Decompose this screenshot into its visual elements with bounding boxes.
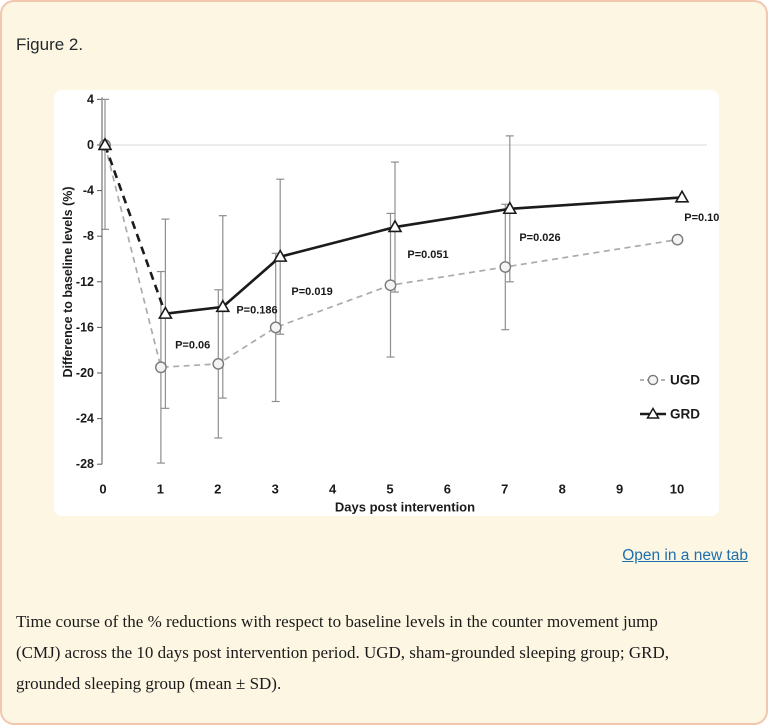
y-tick-label: 0 — [87, 138, 94, 152]
ugd-marker — [155, 361, 167, 374]
x-tick-label: 7 — [501, 482, 508, 497]
x-axis-title: Days post intervention — [335, 500, 475, 515]
x-tick-label: 6 — [444, 482, 451, 497]
ugd-line — [104, 144, 678, 369]
legend-grd-marker — [646, 407, 660, 419]
y-axis-title: Difference to baseline levels (%) — [61, 186, 75, 377]
y-tick-label: -4 — [83, 184, 94, 198]
grd-marker — [158, 305, 173, 319]
figure-panel: 4 0 -4 -8 -12 -16 -20 -24 -28 0 1 2 3 4 5 6 7 8 9 10 Days po… — [54, 90, 719, 516]
link-row: Open in a new tab — [2, 547, 748, 565]
x-tick-label: 0 — [99, 482, 106, 497]
ugd-marker — [269, 321, 282, 334]
x-tick-label: 2 — [214, 482, 221, 497]
x-tick-label: 10 — [670, 482, 684, 497]
x-tick-label: 9 — [616, 482, 623, 497]
grd-marker — [387, 219, 403, 233]
x-tick-label: 4 — [329, 482, 337, 497]
grd-marker — [674, 189, 690, 203]
ugd-marker — [499, 261, 512, 273]
y-tick-label: -8 — [83, 229, 94, 243]
grd-marker — [272, 248, 288, 262]
legend-ugd-marker — [647, 374, 659, 386]
grd-line — [165, 196, 683, 316]
caption-line: Time course of the % reductions with res… — [16, 612, 658, 631]
figure-title: Figure 2. — [16, 35, 84, 54]
legend-ugd-label: UGD — [670, 373, 700, 388]
p-value-label: P=0.06 — [175, 340, 210, 352]
y-tick-label: -20 — [76, 366, 94, 380]
y-tick-label: 4 — [87, 92, 94, 106]
grd-line-dashed-segment — [103, 144, 167, 315]
x-tick-label: 5 — [386, 482, 393, 497]
caption-line: grounded sleeping group (mean ± SD). — [16, 674, 282, 693]
ugd-marker — [384, 279, 397, 292]
grd-marker — [97, 137, 113, 151]
p-value-label: P=0.186 — [236, 304, 277, 316]
y-tick-label: -16 — [76, 320, 94, 334]
open-in-new-tab-link[interactable]: Open in a new tab — [622, 547, 748, 564]
p-value-label: P=0.019 — [291, 286, 332, 298]
grd-marker — [215, 299, 231, 313]
y-tick-label: -28 — [76, 457, 94, 471]
caption-line: (CMJ) across the 10 days post interventi… — [16, 643, 669, 662]
y-tick-label: -24 — [76, 412, 94, 426]
ugd-marker — [671, 233, 684, 246]
grd-marker — [502, 201, 518, 215]
legend-grd-label: GRD — [670, 407, 700, 422]
x-tick-label: 8 — [559, 482, 566, 497]
figure-caption: Time course of the % reductions with res… — [16, 606, 754, 699]
p-value-label: P=0.051 — [407, 249, 448, 261]
x-tick-label: 1 — [157, 482, 164, 497]
x-tick-label: 3 — [272, 482, 279, 497]
cmj-line-chart: 4 0 -4 -8 -12 -16 -20 -24 -28 0 1 2 3 4 5 6 7 8 9 10 Days po… — [61, 92, 719, 515]
p-value-label: P=0.026 — [519, 232, 560, 244]
ugd-marker — [212, 357, 225, 370]
y-tick-label: -12 — [76, 275, 94, 289]
p-value-label: P=0.10 — [684, 212, 719, 224]
